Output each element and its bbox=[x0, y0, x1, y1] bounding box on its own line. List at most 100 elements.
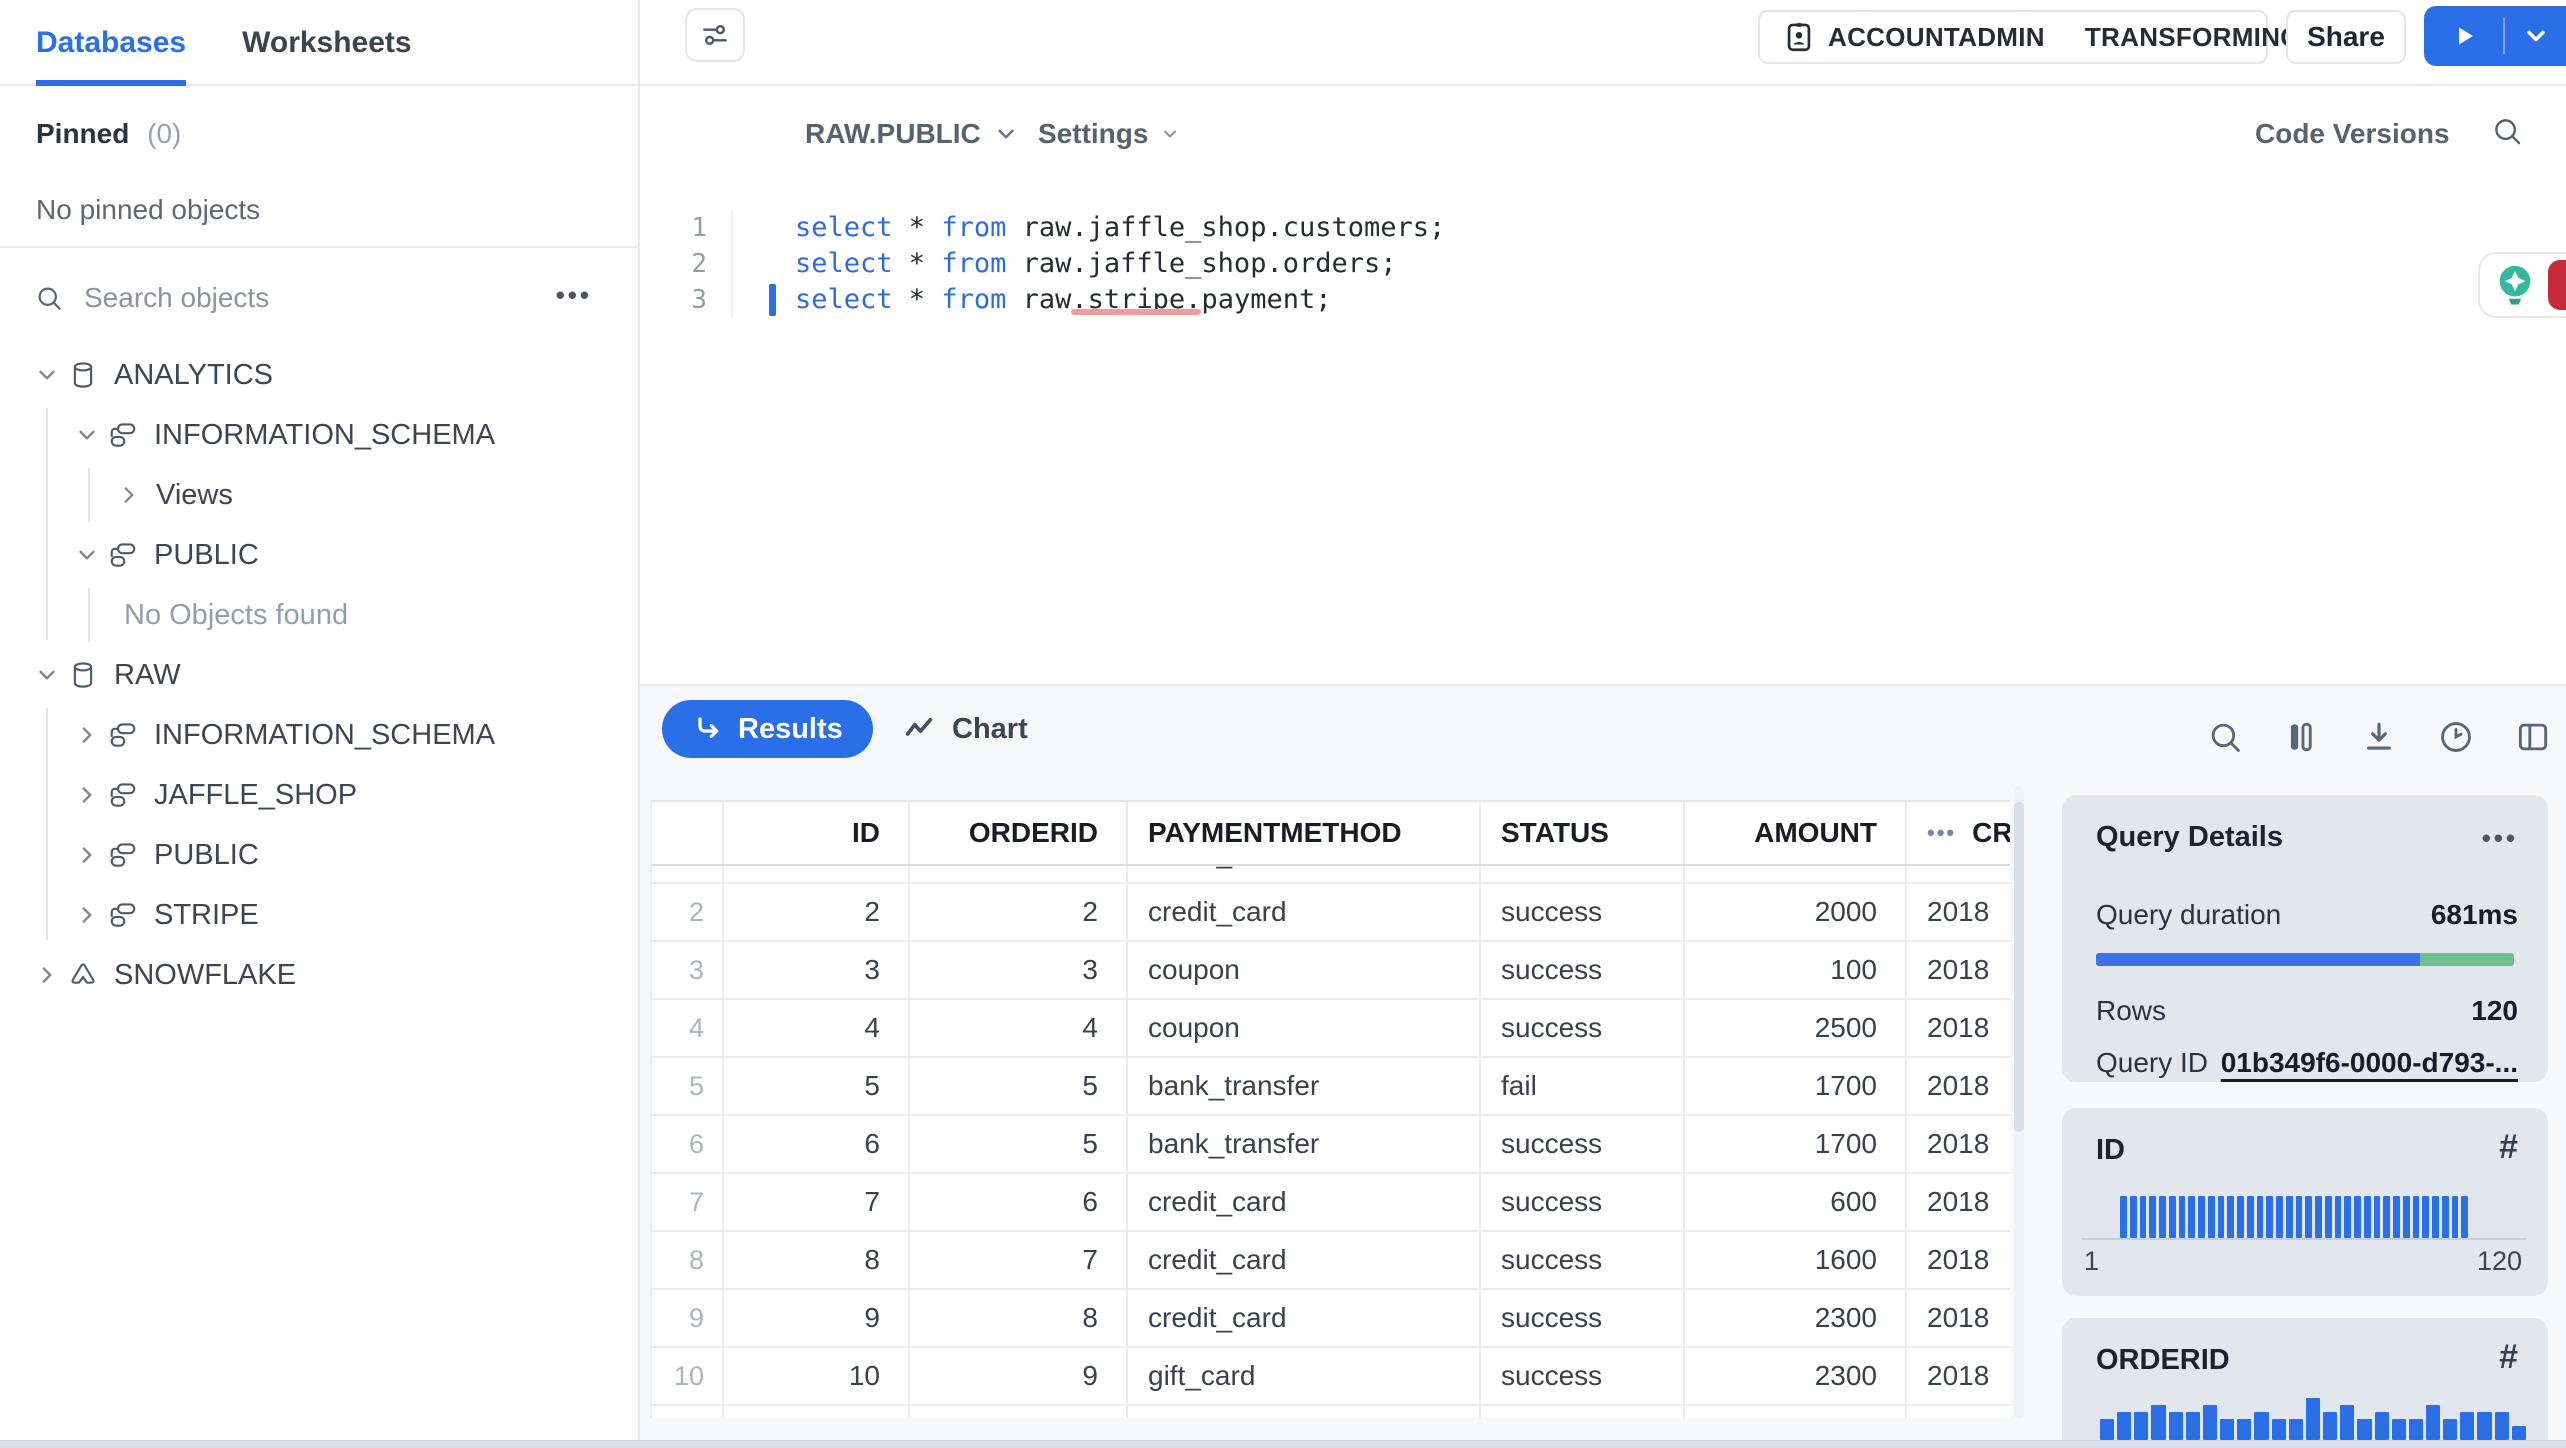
grid-cell[interactable]: 9 bbox=[910, 1348, 1128, 1404]
row-number[interactable]: 5 bbox=[652, 1058, 724, 1114]
tree-item-jaffle-shop[interactable]: JAFFLE_SHOP bbox=[0, 765, 638, 825]
chevron-right-icon[interactable] bbox=[74, 902, 108, 928]
columns-button[interactable] bbox=[2283, 718, 2321, 756]
tree-item-stripe[interactable]: STRIPE bbox=[0, 885, 638, 945]
grid-cell[interactable]: 1000 bbox=[1685, 866, 1907, 882]
query-id-link[interactable]: 01b349f6-0000-d793-... bbox=[2220, 1047, 2518, 1078]
grid-cell[interactable]: 8 bbox=[910, 1290, 1128, 1346]
row-number[interactable]: 8 bbox=[652, 1232, 724, 1288]
grid-cell[interactable]: credit_card bbox=[1128, 1174, 1481, 1230]
grid-row[interactable]: 4 4 4 coupon success 2500 2018 bbox=[652, 1000, 2010, 1058]
tree-item-snowflake[interactable]: SNOWFLAKE bbox=[0, 945, 638, 1005]
grid-row[interactable]: 10 10 9 gift_card success 2300 2018 bbox=[652, 1348, 2010, 1406]
grid-cell[interactable]: coupon bbox=[1128, 942, 1481, 998]
code-versions-button[interactable]: Code Versions bbox=[2255, 118, 2450, 150]
editor-search-button[interactable] bbox=[2490, 114, 2524, 148]
chevron-right-icon[interactable] bbox=[74, 842, 108, 868]
row-number[interactable]: 6 bbox=[652, 1116, 724, 1172]
grid-cell[interactable]: 2018 bbox=[1907, 942, 2010, 998]
grid-cell[interactable]: 4 bbox=[910, 1000, 1128, 1056]
tree-item-analytics[interactable]: ANALYTICS bbox=[0, 345, 638, 405]
hash-icon[interactable]: # bbox=[2499, 1338, 2518, 1376]
grid-cell[interactable] bbox=[724, 1406, 910, 1418]
tree-item-views[interactable]: Views bbox=[0, 465, 638, 525]
grid-cell[interactable]: 2 bbox=[724, 884, 910, 940]
sliders-button[interactable] bbox=[685, 8, 745, 62]
grid-cell[interactable]: 2018 bbox=[1907, 1232, 2010, 1288]
results-grid[interactable]: ID ORDERID PAYMENTMETHOD STATUS AMOUNT ••• CRE… bbox=[650, 800, 2010, 1418]
grid-row[interactable] bbox=[652, 1406, 2010, 1418]
grid-cell[interactable]: 2300 bbox=[1685, 1290, 1907, 1346]
tab-worksheets[interactable]: Worksheets bbox=[242, 26, 412, 59]
grid-cell[interactable]: success bbox=[1481, 1232, 1685, 1288]
grid-cell[interactable]: bank_transfer bbox=[1128, 1116, 1481, 1172]
grid-cell[interactable]: 2018 bbox=[1907, 1290, 2010, 1346]
grid-cell[interactable]: success bbox=[1481, 884, 1685, 940]
row-number[interactable]: 1 bbox=[652, 866, 724, 882]
chevron-down-icon[interactable] bbox=[34, 662, 68, 688]
grid-row[interactable]: 111credit_cardsuccess10002018 bbox=[652, 866, 2010, 884]
grid-cell[interactable]: 9 bbox=[724, 1290, 910, 1346]
grid-cell[interactable]: 1700 bbox=[1685, 1058, 1907, 1114]
chevron-down-icon[interactable] bbox=[74, 422, 108, 448]
grid-cell[interactable]: success bbox=[1481, 1174, 1685, 1230]
history-icon[interactable] bbox=[2437, 718, 2475, 756]
grid-cell[interactable]: credit_card bbox=[1128, 1290, 1481, 1346]
row-number[interactable]: 3 bbox=[652, 942, 724, 998]
code-line[interactable]: 1 select * from raw.jaffle_shop.customers… bbox=[638, 210, 2478, 246]
grid-cell[interactable]: 2300 bbox=[1685, 1348, 1907, 1404]
grid-cell[interactable] bbox=[910, 1406, 1128, 1418]
chevron-right-icon[interactable] bbox=[74, 722, 108, 748]
chevron-right-icon[interactable] bbox=[34, 962, 68, 988]
search-results-button[interactable] bbox=[2206, 718, 2244, 756]
hash-icon[interactable]: # bbox=[2499, 1128, 2518, 1166]
split-panel-button[interactable] bbox=[2514, 718, 2552, 756]
grid-column-header-id[interactable]: ID bbox=[724, 802, 910, 864]
grid-row[interactable]: 2 2 2 credit_card success 2000 2018 bbox=[652, 884, 2010, 942]
grid-cell[interactable]: 2000 bbox=[1685, 884, 1907, 940]
grid-cell[interactable] bbox=[1685, 1406, 1907, 1418]
grid-cell[interactable]: 1700 bbox=[1685, 1116, 1907, 1172]
grid-cell[interactable]: credit_card bbox=[1128, 884, 1481, 940]
context-selector-button[interactable]: ACCOUNTADMIN TRANSFORMING bbox=[1758, 10, 2300, 64]
run-button[interactable] bbox=[2424, 6, 2503, 66]
code-line[interactable]: 2 select * from raw.jaffle_shop.orders; bbox=[638, 246, 2478, 282]
tree-item-information-schema[interactable]: INFORMATION_SCHEMA bbox=[0, 405, 638, 465]
grid-cell[interactable]: 2018 bbox=[1907, 866, 2010, 882]
tree-item-raw[interactable]: RAW bbox=[0, 645, 638, 705]
grid-cell[interactable]: success bbox=[1481, 1290, 1685, 1346]
grid-cell[interactable]: 8 bbox=[724, 1232, 910, 1288]
grid-cell[interactable]: success bbox=[1481, 1348, 1685, 1404]
grid-cell[interactable]: 6 bbox=[910, 1174, 1128, 1230]
grid-row[interactable]: 9 9 8 credit_card success 2300 2018 bbox=[652, 1290, 2010, 1348]
grid-cell[interactable]: 2018 bbox=[1907, 1348, 2010, 1404]
search-objects-input[interactable] bbox=[82, 281, 466, 315]
row-number[interactable]: 7 bbox=[652, 1174, 724, 1230]
tree-item-public[interactable]: PUBLIC bbox=[0, 825, 638, 885]
grid-cell[interactable]: 600 bbox=[1685, 1174, 1907, 1230]
row-number[interactable]: 4 bbox=[652, 1000, 724, 1056]
row-number[interactable]: 9 bbox=[652, 1290, 724, 1346]
chevron-right-icon[interactable] bbox=[74, 782, 108, 808]
settings-menu[interactable]: Settings bbox=[1038, 118, 1180, 150]
row-number[interactable] bbox=[652, 1406, 724, 1418]
grid-cell[interactable] bbox=[1481, 1406, 1685, 1418]
grid-cell[interactable]: 5 bbox=[724, 1058, 910, 1114]
sql-editor[interactable]: 1 select * from raw.jaffle_shop.customers… bbox=[638, 210, 2478, 318]
grid-row[interactable]: 6 6 5 bank_transfer success 1700 2018 bbox=[652, 1116, 2010, 1174]
grid-cell[interactable]: 5 bbox=[910, 1058, 1128, 1114]
grid-cell[interactable]: 1 bbox=[724, 866, 910, 882]
row-number[interactable]: 10 bbox=[652, 1348, 724, 1404]
grid-cell[interactable]: 1 bbox=[910, 866, 1128, 882]
sidebar-more-button[interactable]: ••• bbox=[555, 280, 592, 310]
grid-cell[interactable]: 2018 bbox=[1907, 884, 2010, 940]
share-button[interactable]: Share bbox=[2286, 10, 2406, 64]
grid-cell[interactable]: 10 bbox=[724, 1348, 910, 1404]
chevron-right-icon[interactable] bbox=[116, 482, 150, 508]
grid-column-header-status[interactable]: STATUS bbox=[1481, 802, 1685, 864]
grid-column-header-orderid[interactable]: ORDERID bbox=[910, 802, 1128, 864]
scrollbar-thumb[interactable] bbox=[2014, 802, 2024, 1132]
chevron-down-icon[interactable] bbox=[34, 362, 68, 388]
chart-tab[interactable]: Chart bbox=[902, 700, 1028, 758]
assistant-pill[interactable]: 1 bbox=[2478, 252, 2566, 318]
